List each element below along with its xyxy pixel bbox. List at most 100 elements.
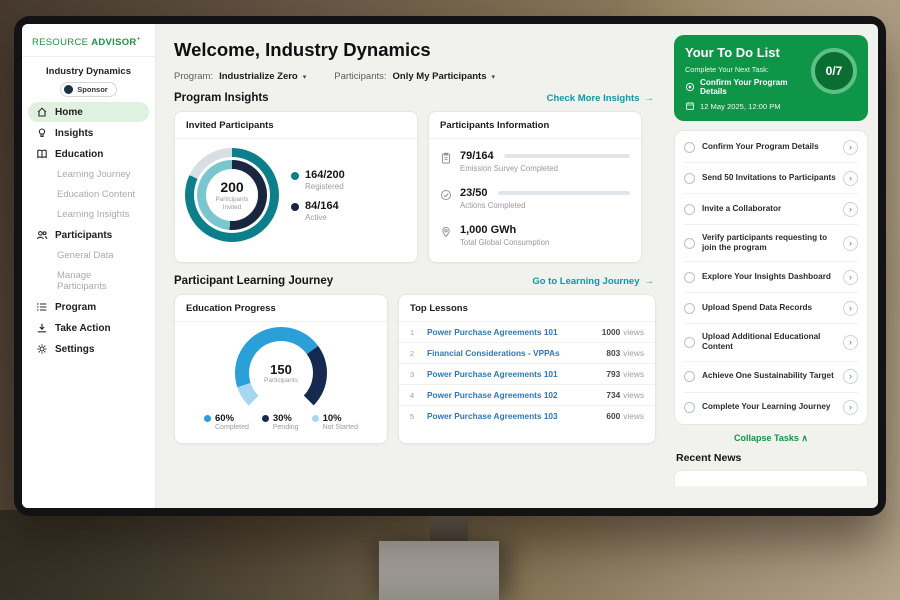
chevron-right-icon[interactable]: › — [843, 170, 858, 186]
task-checkbox[interactable] — [684, 237, 695, 249]
todo-summary-card: Your To Do List Complete Your Next Task:… — [674, 35, 868, 121]
task-row[interactable]: Invite a Collaborator › — [684, 194, 858, 225]
sidebar-item-program[interactable]: Program — [28, 297, 149, 317]
sponsor-badge-label: Sponsor — [77, 85, 108, 95]
task-row[interactable]: Upload Spend Data Records › — [684, 293, 858, 325]
lesson-link[interactable]: Power Purchase Agreements 103 — [427, 411, 558, 421]
sidebar-item-education[interactable]: Education — [28, 144, 149, 164]
task-checkbox[interactable] — [684, 271, 695, 283]
task-checkbox[interactable] — [684, 141, 695, 153]
lesson-row[interactable]: 4 Power Purchase Agreements 102 734 views — [399, 385, 655, 406]
lesson-row[interactable]: 5 Power Purchase Agreements 103 600 views — [410, 411, 644, 421]
chevron-right-icon[interactable]: › — [843, 139, 858, 155]
section-title: Program Insights — [174, 92, 269, 104]
sidebar-item-general-data[interactable]: General Data — [28, 246, 149, 265]
sidebar-item-label: Education Content — [57, 189, 136, 201]
collapse-tasks-link[interactable]: Collapse Tasks ∧ — [734, 432, 808, 443]
chevron-right-icon[interactable]: › — [843, 400, 858, 416]
sponsor-icon — [64, 85, 74, 95]
task-row[interactable]: Explore Your Insights Dashboard › — [684, 262, 858, 294]
sidebar-item-label: Manage Participants — [57, 270, 107, 293]
donut-center-label: Participants Invited — [215, 195, 249, 211]
list-icon — [36, 301, 48, 313]
card-title: Top Lessons — [399, 295, 655, 322]
sidebar-item-label: Take Action — [55, 322, 111, 334]
top-lessons-card: Top Lessons 1 Power Purchase Agreements … — [398, 294, 656, 444]
chevron-right-icon[interactable]: › — [843, 201, 858, 217]
todo-due-date: 12 May 2025, 12:00 PM — [685, 101, 857, 111]
sidebar-item-participants[interactable]: Participants — [28, 225, 149, 245]
go-to-learning-journey-link[interactable]: Go to Learning Journey → — [532, 275, 654, 287]
location-pin-icon — [440, 225, 452, 238]
global-consumption-row: 1,000 GWh Total Global Consumption — [440, 217, 630, 254]
learning-journey-header: Participant Learning Journey Go to Learn… — [174, 275, 654, 287]
lesson-link[interactable]: Financial Considerations - VPPAs — [427, 348, 560, 358]
sidebar-item-label: Learning Journey — [57, 169, 131, 181]
lesson-link[interactable]: Power Purchase Agreements 101 — [427, 327, 558, 337]
sidebar-item-learning-journey[interactable]: Learning Journey — [28, 165, 149, 184]
lesson-link[interactable]: Power Purchase Agreements 101 — [427, 369, 558, 379]
progress-bar — [503, 154, 630, 158]
sidebar-item-label: Program — [55, 301, 97, 313]
monitor-stand-base — [379, 541, 499, 600]
task-row[interactable]: Send 50 Invitations to Participants › — [684, 163, 858, 194]
legend-item-not-started: 10% Not Started — [311, 413, 358, 431]
task-checkbox[interactable] — [684, 371, 695, 383]
metric-label: Emission Survey Completed — [460, 164, 558, 173]
task-checkbox[interactable] — [684, 203, 695, 215]
insights-cards-row: Invited Participants 200 Participants In… — [174, 111, 656, 263]
chevron-right-icon[interactable]: › — [843, 235, 858, 251]
todo-panel: Your To Do List Complete Your Next Task:… — [664, 24, 878, 508]
donut-center-value: 200 — [220, 178, 244, 195]
sidebar-item-settings[interactable]: Settings — [28, 339, 149, 359]
task-row[interactable]: Verify participants requesting to join t… — [684, 225, 858, 263]
task-row[interactable]: Upload Additional Educational Content › — [684, 324, 858, 362]
sidebar-item-education-content[interactable]: Education Content — [28, 185, 149, 204]
gauge-center-label: Participants — [264, 377, 298, 384]
target-icon — [685, 82, 695, 92]
lesson-row[interactable]: 3 Power Purchase Agreements 101 793 views — [399, 364, 655, 385]
sidebar-item-home[interactable]: Home — [28, 102, 149, 123]
page-title: Welcome, Industry Dynamics — [174, 39, 431, 60]
sidebar: RESOURCE ADVISOR+ Industry Dynamics Spon… — [22, 24, 156, 508]
education-progress-gauge-chart: 150 Participants — [235, 327, 327, 419]
task-checkbox[interactable] — [684, 402, 695, 414]
sidebar-item-label: General Data — [57, 250, 114, 262]
sidebar-item-manage-participants[interactable]: Manage Participants — [28, 266, 149, 296]
legend-dot — [291, 171, 299, 180]
metric-value: 79/164 — [460, 150, 494, 162]
task-row[interactable]: Achieve One Sustainability Target › — [684, 362, 858, 393]
lesson-row[interactable]: 2 Financial Considerations - VPPAs 803 vi… — [399, 343, 655, 364]
download-icon — [36, 322, 48, 334]
chevron-right-icon[interactable]: › — [843, 334, 858, 350]
participants-filter-label: Participants: — [334, 71, 387, 82]
chevron-right-icon[interactable]: › — [843, 300, 858, 316]
task-checkbox[interactable] — [684, 302, 695, 314]
sponsor-badge[interactable]: Sponsor — [60, 82, 117, 98]
section-title: Participant Learning Journey — [174, 275, 334, 287]
sidebar-item-insights[interactable]: Insights — [28, 123, 149, 143]
recent-news-card — [674, 469, 868, 486]
todo-subtitle: Complete Your Next Task: — [685, 65, 769, 74]
check-more-insights-link[interactable]: Check More Insights → — [546, 92, 654, 104]
lesson-link[interactable]: Power Purchase Agreements 102 — [427, 390, 558, 400]
lesson-row[interactable]: 1 Power Purchase Agreements 101 1000 view… — [399, 322, 655, 343]
participants-filter-dropdown[interactable]: Participants: Only My Participants ▾ — [334, 71, 495, 82]
metric-label: Actions Completed — [460, 201, 526, 210]
card-title: Participants Information — [429, 112, 641, 139]
task-row[interactable]: Confirm Your Program Details › — [684, 132, 858, 163]
sidebar-item-take-action[interactable]: Take Action — [28, 318, 149, 338]
task-checkbox[interactable] — [684, 336, 695, 348]
recent-news-title: Recent News — [676, 451, 742, 464]
sidebar-item-learning-insights[interactable]: Learning Insights — [28, 205, 149, 224]
task-row[interactable]: Complete Your Learning Journey › — [684, 393, 858, 423]
program-filter-dropdown[interactable]: Program: Industrialize Zero ▾ — [174, 71, 306, 82]
metric-value: 23/50 — [460, 187, 488, 199]
task-list-card: Confirm Your Program Details › Send 50 I… — [674, 130, 868, 425]
chevron-right-icon[interactable]: › — [843, 369, 858, 385]
people-icon — [36, 229, 48, 241]
sidebar-item-label: Learning Insights — [57, 209, 130, 221]
chevron-right-icon[interactable]: › — [843, 269, 858, 285]
todo-next-task[interactable]: Confirm Your Program Details — [685, 78, 815, 96]
task-checkbox[interactable] — [684, 172, 695, 184]
